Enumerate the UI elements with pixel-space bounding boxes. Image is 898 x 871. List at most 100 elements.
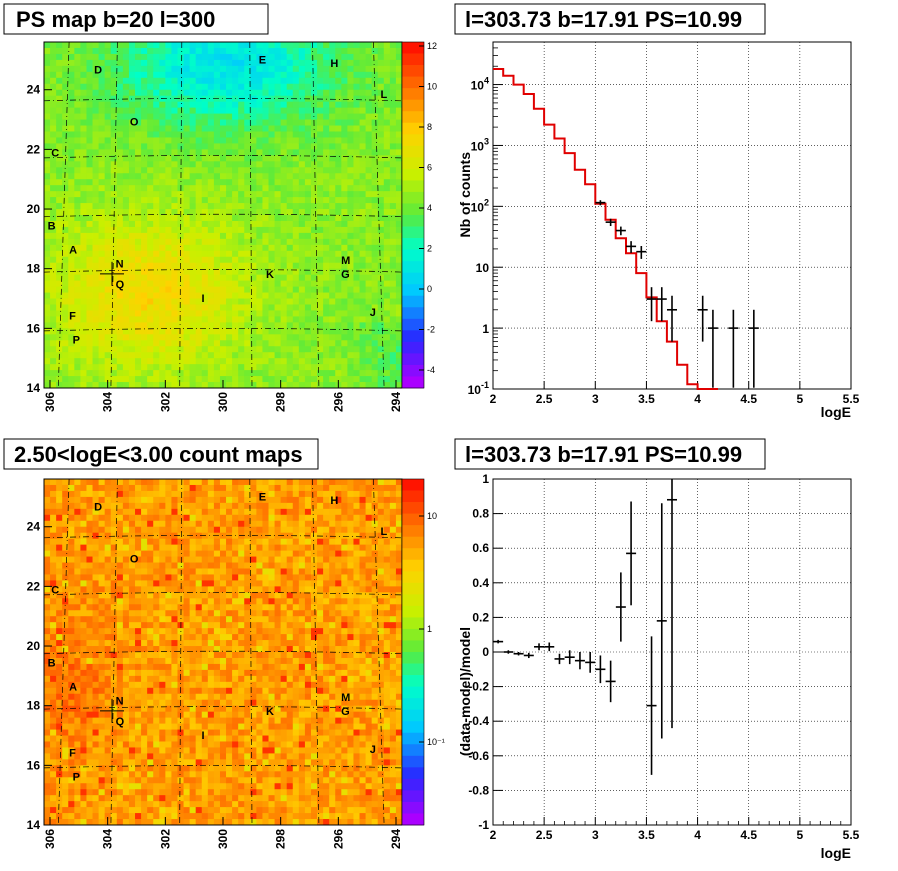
map-pixel: [62, 95, 69, 103]
map-pixel: [195, 358, 203, 365]
map-pixel: [159, 622, 166, 629]
map-pixel: [153, 167, 160, 174]
map-pixel: [153, 226, 160, 234]
map-pixel: [207, 131, 215, 138]
map-pixel: [98, 203, 106, 210]
map-pixel: [177, 340, 184, 347]
map-pixel: [226, 125, 233, 132]
map-pixel: [80, 167, 87, 174]
map-pixel: [177, 346, 184, 353]
map-pixel: [50, 783, 57, 790]
map-pixel: [189, 232, 197, 240]
map-pixel: [153, 83, 160, 91]
map-pixel: [189, 346, 197, 353]
map-pixel: [80, 119, 87, 126]
map-pixel: [74, 370, 81, 377]
map-pixel: [110, 155, 118, 162]
map-pixel: [365, 280, 373, 287]
map-pixel: [116, 310, 124, 317]
map-pixel: [183, 747, 191, 754]
map-pixel: [359, 310, 366, 317]
map-pixel: [153, 616, 160, 623]
map-pixel: [165, 89, 172, 97]
map-pixel: [116, 203, 124, 210]
map-pixel: [268, 83, 275, 91]
map-pixel: [44, 592, 51, 599]
map-pixel: [201, 125, 209, 132]
map-pixel: [62, 663, 69, 671]
map-pixel: [353, 209, 360, 216]
map-pixel: [365, 310, 373, 317]
map-pixel: [365, 256, 373, 264]
map-pixel: [44, 358, 51, 365]
map-pixel: [74, 256, 81, 264]
map-pixel: [147, 191, 154, 198]
map-pixel: [141, 292, 148, 299]
map-pixel: [122, 807, 130, 814]
map-pixel: [135, 628, 142, 635]
map-pixel: [80, 89, 87, 97]
colorbar-cell: [402, 330, 424, 343]
map-pixel: [122, 646, 130, 653]
map-pixel: [195, 316, 203, 323]
map-pixel: [135, 310, 142, 317]
map-pixel: [159, 209, 166, 216]
map-pixel: [44, 83, 51, 91]
map-pixel: [274, 358, 282, 365]
map-pixel: [110, 95, 118, 103]
map-pixel: [232, 244, 239, 252]
map-pixel: [195, 328, 203, 335]
map-pixel: [153, 705, 160, 713]
map-pixel: [262, 334, 269, 341]
map-pixel: [232, 268, 239, 276]
map-pixel: [226, 53, 233, 61]
map-pixel: [110, 125, 118, 132]
colorbar-cell: [402, 226, 424, 239]
map-pixel: [213, 370, 221, 377]
map-pixel: [153, 161, 160, 168]
map-pixel: [116, 669, 124, 677]
map-pixel: [232, 95, 239, 103]
map-pixel: [135, 813, 142, 820]
map-pixel: [153, 598, 160, 605]
map-pixel: [292, 340, 300, 347]
map-pixel: [68, 149, 75, 156]
map-y-tick-label: 18: [27, 262, 41, 276]
map-pixel: [298, 226, 306, 234]
map-pixel: [213, 238, 221, 246]
map-pixel: [74, 490, 81, 498]
map-pixel: [280, 328, 288, 335]
map-pixel: [165, 155, 172, 162]
map-pixel: [159, 610, 166, 617]
map-pixel: [286, 137, 294, 144]
map-pixel: [128, 652, 136, 659]
map-pixel: [195, 479, 203, 486]
map-pixel: [238, 155, 245, 162]
map-pixel: [165, 215, 172, 222]
map-pixel: [80, 161, 87, 168]
map-pixel: [244, 71, 251, 79]
map-pixel: [395, 65, 403, 73]
map-pixel: [135, 652, 142, 659]
map-pixel: [153, 274, 160, 282]
map-pixel: [171, 191, 178, 198]
map-pixel: [153, 777, 160, 784]
map-pixel: [365, 322, 373, 329]
map-pixel: [238, 149, 245, 156]
map-pixel: [171, 801, 178, 808]
map-pixel: [92, 675, 100, 683]
map-pixel: [147, 562, 154, 569]
map-pixel: [98, 328, 106, 335]
map-pixel: [86, 604, 93, 611]
map-pixel: [104, 238, 112, 246]
map-pixel: [189, 364, 197, 371]
map-pixel: [371, 65, 379, 73]
map-pixel: [395, 370, 403, 377]
map-pixel: [122, 598, 130, 605]
map-pixel: [128, 197, 136, 204]
map-pixel: [86, 376, 93, 383]
map-pixel: [268, 209, 275, 216]
map-pixel: [56, 520, 63, 528]
map-pixel: [371, 89, 379, 97]
map-pixel: [359, 47, 366, 55]
